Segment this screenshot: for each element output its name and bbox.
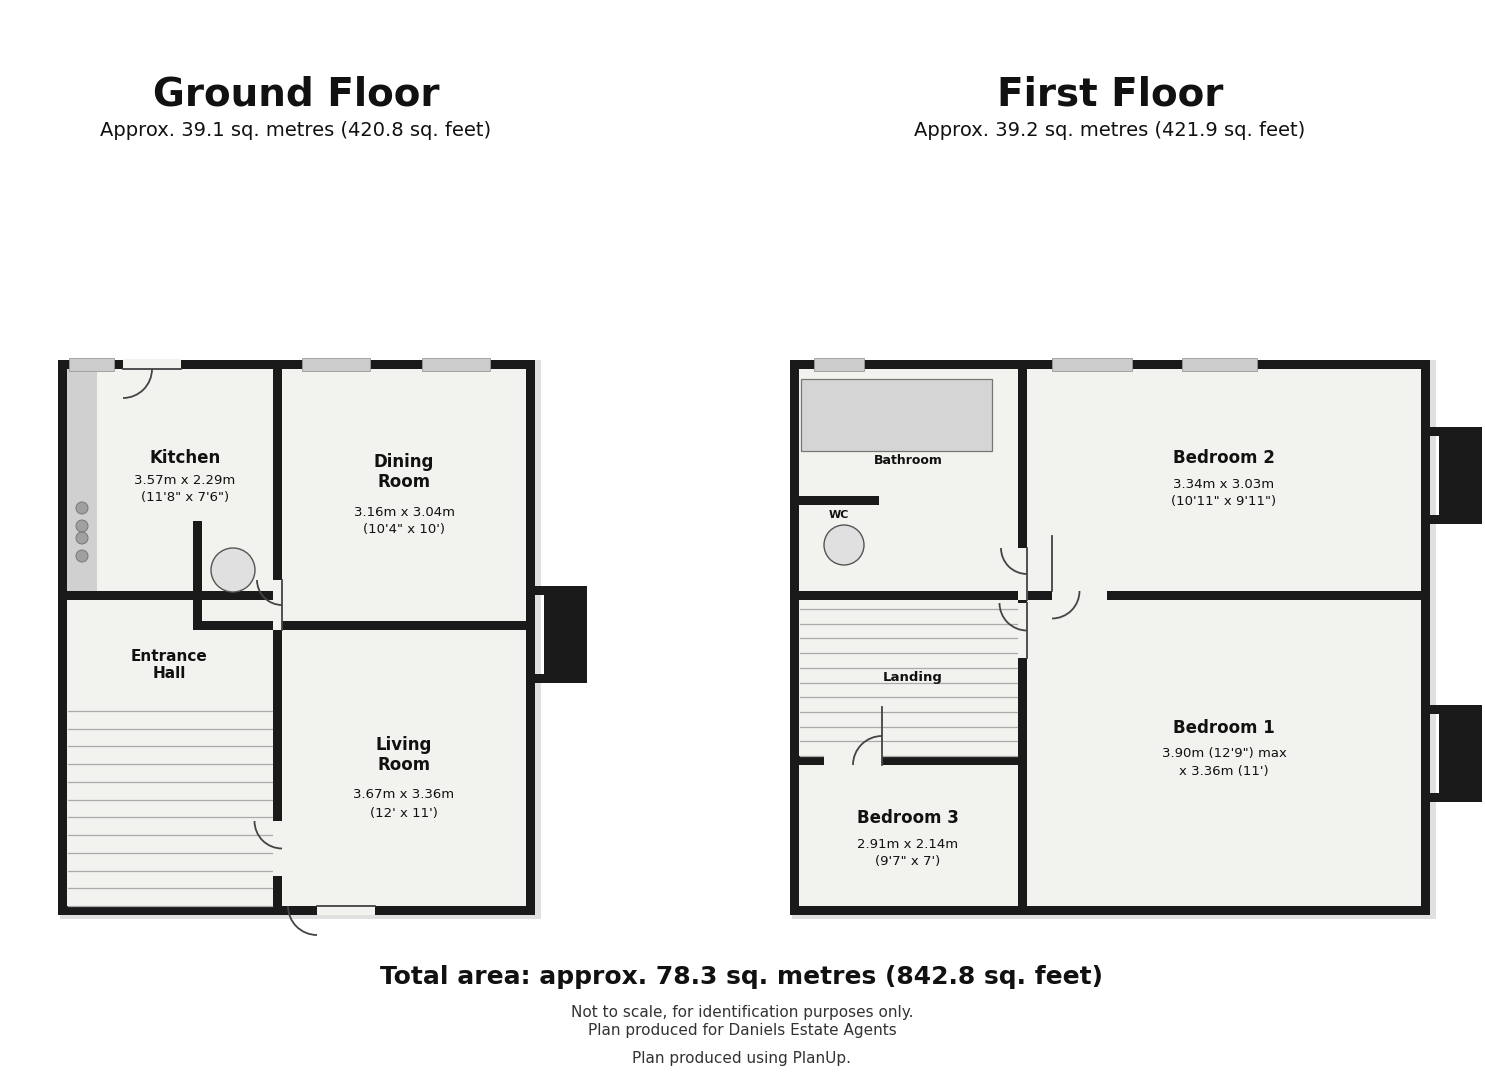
Text: Living
Room: Living Room: [376, 735, 432, 774]
Bar: [799, 496, 879, 505]
Text: (10'4" x 10'): (10'4" x 10'): [362, 524, 446, 537]
Text: Bedroom 2: Bedroom 2: [1173, 449, 1276, 467]
Bar: [799, 591, 1019, 600]
Text: Dining
Room: Dining Room: [374, 453, 434, 491]
Bar: [1019, 548, 1028, 600]
Text: Plan produced using PlanUp.: Plan produced using PlanUp.: [633, 1051, 851, 1066]
Bar: [422, 357, 490, 372]
Bar: [67, 369, 526, 906]
Text: (9'7" x 7'): (9'7" x 7'): [875, 855, 940, 868]
Bar: [1421, 360, 1430, 915]
Text: (12' x 11'): (12' x 11'): [370, 807, 438, 820]
Bar: [800, 379, 992, 451]
Bar: [824, 755, 882, 765]
Bar: [544, 595, 578, 674]
Text: (10'11" x 9'11"): (10'11" x 9'11"): [1172, 496, 1277, 509]
Bar: [193, 621, 273, 630]
Bar: [193, 521, 202, 630]
Bar: [1430, 515, 1482, 524]
Bar: [1182, 357, 1256, 372]
Text: Bedroom 1: Bedroom 1: [1173, 719, 1276, 737]
Bar: [535, 674, 587, 683]
Bar: [58, 360, 535, 369]
Bar: [790, 906, 1430, 915]
Text: Approx. 39.1 sq. metres (420.8 sq. feet): Approx. 39.1 sq. metres (420.8 sq. feet): [101, 121, 492, 139]
Bar: [1430, 793, 1482, 802]
Bar: [1430, 705, 1482, 714]
Bar: [790, 360, 799, 915]
Text: Bedroom 3: Bedroom 3: [857, 809, 959, 827]
Text: Plan produced for Daniels Estate Agents: Plan produced for Daniels Estate Agents: [588, 1023, 897, 1038]
Bar: [790, 360, 1430, 369]
Bar: [68, 357, 114, 372]
Bar: [1019, 369, 1028, 915]
Text: 3.34m x 3.03m: 3.34m x 3.03m: [1173, 477, 1274, 490]
Text: Total area: approx. 78.3 sq. metres (842.8 sq. feet): Total area: approx. 78.3 sq. metres (842…: [380, 966, 1103, 989]
Bar: [273, 821, 284, 876]
Bar: [535, 586, 587, 595]
Bar: [1430, 427, 1482, 436]
Text: (11'8" x 7'6"): (11'8" x 7'6"): [141, 491, 229, 504]
Circle shape: [76, 532, 88, 544]
Bar: [578, 586, 587, 683]
Text: First Floor: First Floor: [996, 76, 1224, 114]
Text: 3.16m x 3.04m: 3.16m x 3.04m: [353, 505, 454, 518]
Bar: [1019, 603, 1028, 658]
Text: 3.67m x 3.36m: 3.67m x 3.36m: [353, 788, 454, 801]
Text: Landing: Landing: [884, 672, 943, 685]
Bar: [1439, 714, 1473, 793]
Text: Not to scale, for identification purposes only.: Not to scale, for identification purpose…: [570, 1004, 913, 1020]
Text: Ground Floor: Ground Floor: [153, 76, 440, 114]
Text: Entrance
Hall: Entrance Hall: [131, 649, 208, 681]
Circle shape: [824, 525, 864, 565]
Bar: [1051, 590, 1106, 600]
Bar: [792, 360, 1436, 919]
Bar: [273, 369, 282, 915]
Bar: [59, 360, 541, 919]
Text: 3.57m x 2.29m: 3.57m x 2.29m: [134, 473, 236, 486]
Bar: [123, 359, 181, 369]
Circle shape: [76, 550, 88, 562]
Bar: [799, 756, 1019, 765]
Circle shape: [76, 519, 88, 532]
Circle shape: [76, 502, 88, 514]
Bar: [799, 369, 1421, 906]
Bar: [273, 580, 282, 630]
Text: x 3.36m (11'): x 3.36m (11'): [1179, 766, 1268, 779]
Text: Bathroom: Bathroom: [873, 454, 943, 467]
Text: WC: WC: [829, 510, 849, 519]
Text: 3.90m (12'9") max: 3.90m (12'9") max: [1161, 747, 1286, 760]
Text: Kitchen: Kitchen: [150, 449, 221, 467]
Bar: [1051, 357, 1132, 372]
Bar: [1439, 436, 1473, 515]
Bar: [316, 905, 376, 915]
Bar: [58, 906, 535, 915]
Bar: [1473, 427, 1482, 524]
Bar: [800, 379, 992, 451]
Bar: [273, 621, 535, 630]
Bar: [1028, 591, 1430, 600]
Bar: [67, 369, 97, 591]
Circle shape: [211, 548, 255, 592]
Bar: [526, 360, 535, 915]
Bar: [814, 357, 864, 372]
Bar: [1473, 705, 1482, 802]
Bar: [301, 357, 370, 372]
Text: Approx. 39.2 sq. metres (421.9 sq. feet): Approx. 39.2 sq. metres (421.9 sq. feet): [915, 121, 1305, 139]
Bar: [67, 591, 282, 600]
Bar: [58, 360, 67, 915]
Text: 2.91m x 2.14m: 2.91m x 2.14m: [857, 837, 958, 851]
